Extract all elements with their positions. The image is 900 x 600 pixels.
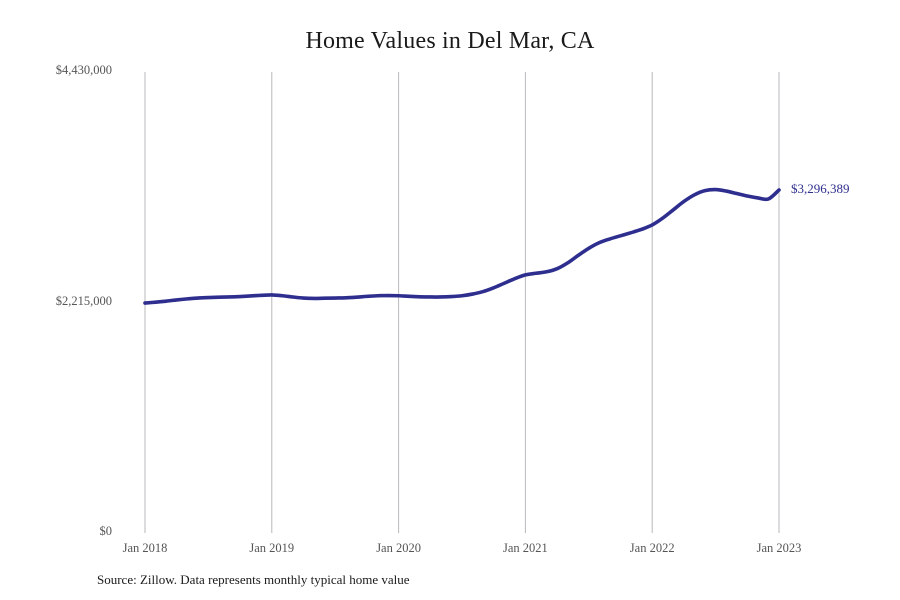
y-axis-tick-top: $4,430,000: [55, 63, 112, 77]
series-line-typical-home-value: [143, 187, 781, 305]
x-axis-tick-jan-2018: Jan 2018: [122, 541, 168, 555]
y-axis-tick-bottom: $0: [99, 524, 113, 538]
gridlines: [144, 72, 780, 533]
x-axis-tick-jan-2019: Jan 2019: [249, 541, 295, 555]
source-note: Source: Zillow. Data represents monthly …: [97, 572, 410, 587]
x-axis-tick-jan-2022: Jan 2022: [629, 541, 675, 555]
y-axis-tick-middle: $2,215,000: [55, 293, 112, 308]
x-axis-tick-jan-2020: Jan 2020: [376, 541, 421, 555]
x-axis-tick-jan-2021: Jan 2021: [502, 541, 548, 555]
end-point-value-label: $3,296,389: [791, 180, 850, 196]
x-axis-tick-jan-2023: Jan 2023: [756, 541, 802, 555]
chart-title: Home Values in Del Mar, CA: [305, 28, 595, 54]
